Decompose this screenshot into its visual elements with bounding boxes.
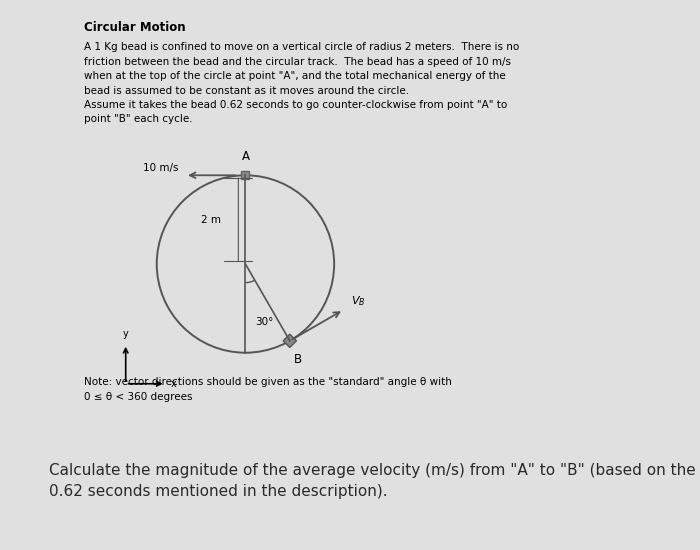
Polygon shape [284, 334, 297, 348]
Text: A: A [241, 150, 249, 163]
Bar [241, 171, 249, 179]
Text: 10 m/s: 10 m/s [144, 163, 179, 173]
Text: 2 m: 2 m [201, 214, 220, 224]
Text: y: y [122, 328, 129, 338]
Text: B: B [294, 353, 302, 366]
Text: Circular Motion: Circular Motion [83, 21, 186, 35]
Text: Note: vector directions should be given as the "standard" angle θ with
0 ≤ θ < 3: Note: vector directions should be given … [83, 377, 452, 403]
Text: $V_B$: $V_B$ [351, 294, 365, 308]
Text: Calculate the magnitude of the average velocity (m/s) from "A" to "B" (based on : Calculate the magnitude of the average v… [49, 463, 696, 499]
Text: 30°: 30° [256, 317, 274, 327]
Text: x: x [171, 379, 176, 389]
Text: A 1 Kg bead is confined to move on a vertical circle of radius 2 meters.  There : A 1 Kg bead is confined to move on a ver… [83, 42, 519, 124]
